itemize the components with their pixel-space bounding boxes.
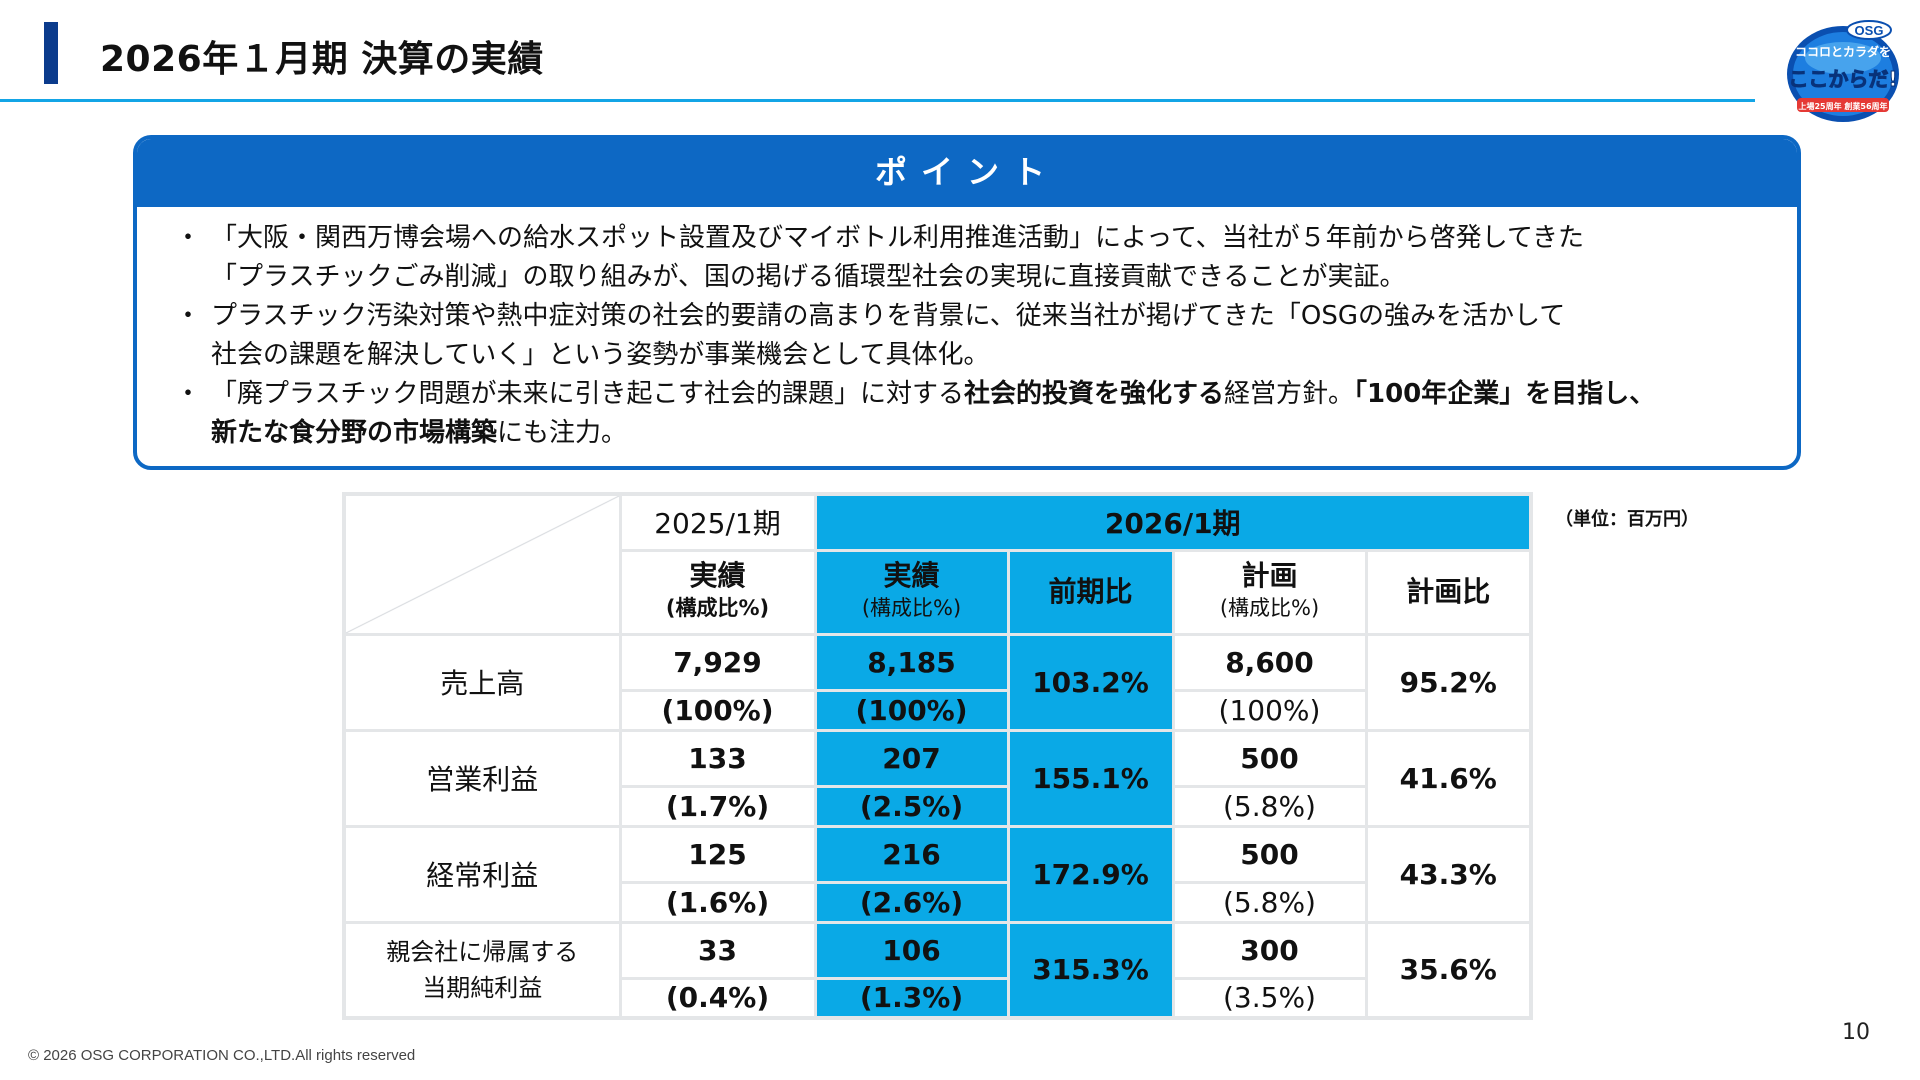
header-year-curr: 2026/1期 (813, 492, 1533, 552)
ord-curr-pct: (2.6%) (813, 880, 1010, 924)
op-curr-pct: (2.5%) (813, 784, 1010, 828)
financial-results-table: 2025/1期 2026/1期 実績 (構成比%) 実績 (構成比%) 前期比 … (342, 492, 1533, 1020)
title-divider (0, 99, 1755, 102)
net-plan-pct: (3.5%) (1171, 976, 1368, 1020)
ord-plan-pct: (5.8%) (1171, 880, 1368, 924)
header-curr-actual: 実績 (構成比%) (813, 548, 1010, 636)
point-box: ポイント ・ 「大阪・関西万博会場への給水スポット設置及びマイボトル利用推進活動… (133, 135, 1801, 470)
net-curr: 106 (813, 920, 1010, 980)
point-bullet-2: ・ プラスチック汚染対策や熱中症対策の社会的要請の高まりを背景に、従来当社が掲げ… (175, 297, 1777, 375)
sales-vs-plan: 95.2% (1364, 632, 1533, 732)
table-row: 営業利益 133 207 155.1% 500 41.6% (342, 728, 1533, 828)
bullet-marker: ・ (175, 301, 202, 331)
net-vs-plan: 35.6% (1364, 920, 1533, 1020)
bullet-1-line1: 「大阪・関西万博会場への給水スポット設置及びマイボトル利用推進活動」によって、当… (211, 223, 1585, 253)
header-prev-actual: 実績 (構成比%) (618, 548, 817, 636)
page-title: 2026年１月期 決算の実績 (100, 39, 544, 80)
bullet-3-part2: 経営方針。 (1223, 379, 1354, 409)
table-row: (0.4%) (1.3%) (3.5%) (344, 976, 1531, 1020)
sales-yoy: 103.2% (1006, 632, 1175, 732)
bullet-3-part1: 「廃プラスチック問題が未来に引き起こす社会的課題」に対する (211, 379, 964, 409)
net-yoy: 315.3% (1006, 920, 1175, 1020)
sales-prev: 7,929 (618, 632, 817, 692)
point-heading: ポイント (137, 139, 1797, 207)
net-prev: 33 (618, 920, 817, 980)
bullet-3-bold2: 「100年企業」を目指し、 (1354, 379, 1656, 409)
bullet-2-line2: 社会の課題を解決していく」という姿勢が事業機会として具体化。 (211, 340, 990, 370)
title-accent-bar (44, 22, 58, 84)
table-row: (1.6%) (2.6%) (5.8%) (344, 880, 1531, 924)
bullet-marker: ・ (175, 379, 202, 409)
logo-brand: OSG (1855, 23, 1884, 38)
ord-vs-plan: 43.3% (1364, 824, 1533, 924)
header-vs-plan: 計画比 (1364, 548, 1533, 636)
row-label-net-income: 親会社に帰属する 当期純利益 (342, 920, 622, 1020)
header-yoy: 前期比 (1006, 548, 1175, 636)
bullet-2-line1: プラスチック汚染対策や熱中症対策の社会的要請の高まりを背景に、従来当社が掲げてき… (211, 301, 1566, 331)
sales-curr: 8,185 (813, 632, 1010, 692)
table-row: 経常利益 125 216 172.9% 500 43.3% (342, 824, 1533, 924)
point-bullet-3: ・ 「廃プラスチック問題が未来に引き起こす社会的課題」に対する社会的投資を強化す… (175, 375, 1777, 453)
campaign-logo-icon: OSG ココロとカラダを ここからだ! 上場25周年 創業56周年 (1787, 20, 1899, 122)
ord-curr: 216 (813, 824, 1010, 884)
op-prev-pct: (1.7%) (618, 784, 817, 828)
sales-curr-pct: (100%) (813, 688, 1010, 732)
table-row: 売上高 7,929 8,185 103.2% 8,600 95.2% (342, 632, 1533, 732)
row-label-sales: 売上高 (342, 632, 622, 732)
op-yoy: 155.1% (1006, 728, 1175, 828)
point-body: ・ 「大阪・関西万博会場への給水スポット設置及びマイボトル利用推進活動」によって… (137, 207, 1797, 453)
op-prev: 133 (618, 728, 817, 788)
bullet-3-part3: にも注力。 (497, 418, 628, 448)
net-curr-pct: (1.3%) (813, 976, 1010, 1020)
net-prev-pct: (0.4%) (618, 976, 817, 1020)
row-label-ordinary-income: 経常利益 (342, 824, 622, 924)
bullet-1-line2: 「プラスチックごみ削減」の取り組みが、国の掲げる循環型社会の実現に直接貢献できる… (211, 262, 1406, 292)
table-row: 親会社に帰属する 当期純利益 33 106 315.3% 300 35.6% (342, 920, 1533, 1020)
copyright: © 2026 OSG CORPORATION CO.,LTD.All right… (28, 1047, 416, 1064)
op-vs-plan: 41.6% (1364, 728, 1533, 828)
bullet-marker: ・ (175, 223, 202, 253)
table-row: (100%) (100%) (100%) (344, 688, 1531, 732)
ord-prev-pct: (1.6%) (618, 880, 817, 924)
bullet-3-bold1: 社会的投資を強化する (963, 379, 1224, 409)
ord-yoy: 172.9% (1006, 824, 1175, 924)
table-corner (342, 492, 622, 636)
header-year-prev: 2025/1期 (618, 492, 817, 552)
row-label-operating-income: 営業利益 (342, 728, 622, 828)
page-number: 10 (1842, 1020, 1870, 1045)
sales-prev-pct: (100%) (618, 688, 817, 732)
logo-line1: ココロとカラダを (1795, 44, 1891, 59)
ord-plan: 500 (1171, 824, 1368, 884)
ord-prev: 125 (618, 824, 817, 884)
logo-line2: ここからだ! (1788, 67, 1897, 91)
table-row: (1.7%) (2.5%) (5.8%) (344, 784, 1531, 828)
op-curr: 207 (813, 728, 1010, 788)
header-plan: 計画 (構成比%) (1171, 548, 1368, 636)
logo-line3: 上場25周年 創業56周年 (1798, 101, 1887, 111)
net-plan: 300 (1171, 920, 1368, 980)
unit-label: （単位：百万円） (1555, 509, 1699, 530)
op-plan: 500 (1171, 728, 1368, 788)
bullet-3-bold3: 新たな食分野の市場構築 (211, 418, 498, 448)
sales-plan-pct: (100%) (1171, 688, 1368, 732)
sales-plan: 8,600 (1171, 632, 1368, 692)
op-plan-pct: (5.8%) (1171, 784, 1368, 828)
point-bullet-1: ・ 「大阪・関西万博会場への給水スポット設置及びマイボトル利用推進活動」によって… (175, 219, 1777, 297)
